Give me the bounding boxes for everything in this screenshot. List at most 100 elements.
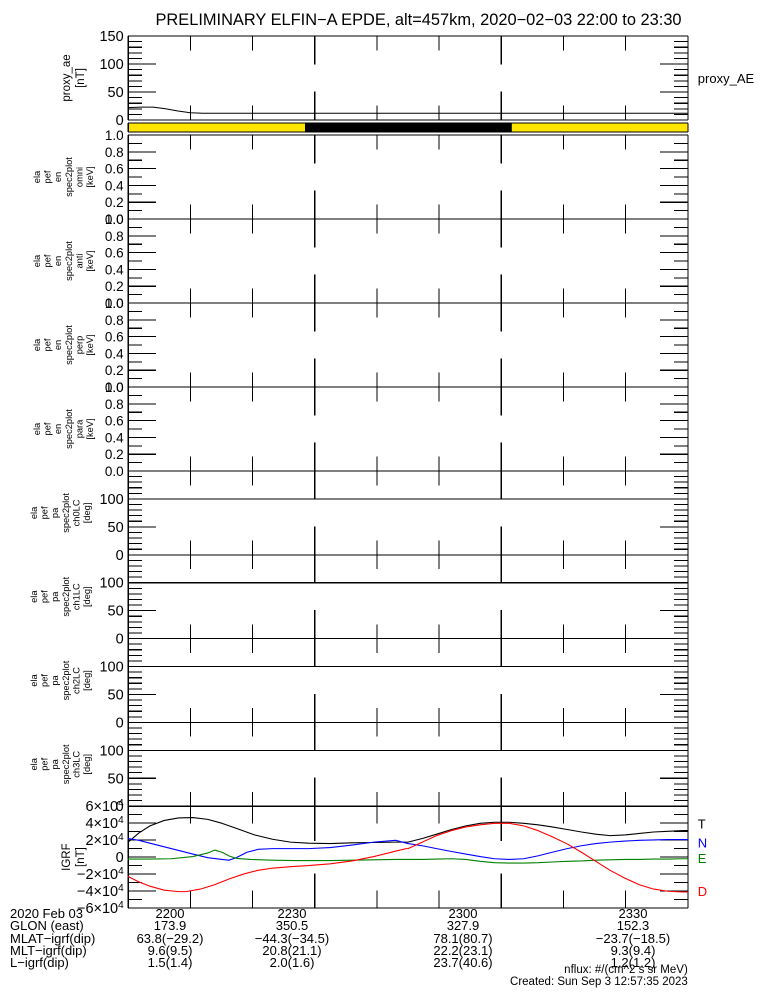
svg-text:[deg]: [deg] (82, 586, 92, 607)
svg-text:pef: pef (40, 674, 50, 687)
svg-text:spec2plot: spec2plot (61, 744, 71, 784)
svg-text:ch1LC: ch1LC (71, 583, 81, 610)
svg-text:pa: pa (50, 507, 60, 518)
svg-text:E: E (698, 851, 707, 866)
svg-text:spec2plot: spec2plot (61, 493, 71, 533)
svg-text:1.0: 1.0 (105, 128, 124, 143)
svg-text:[deg]: [deg] (82, 670, 92, 691)
svg-text:ch2LC: ch2LC (71, 667, 81, 694)
svg-text:en: en (53, 256, 63, 266)
svg-text:pef: pef (40, 590, 50, 603)
svg-text:0.2: 0.2 (105, 279, 124, 294)
svg-text:0.0: 0.0 (105, 464, 124, 479)
svg-text:spec2plot: spec2plot (64, 157, 74, 197)
svg-text:0.8: 0.8 (105, 145, 124, 160)
svg-text:spec2plot: spec2plot (64, 409, 74, 449)
svg-text:pef: pef (43, 170, 53, 183)
svg-text:ela: ela (32, 170, 42, 183)
svg-text:100: 100 (99, 576, 123, 592)
svg-text:[deg]: [deg] (82, 754, 92, 775)
svg-text:[keV]: [keV] (85, 334, 95, 355)
svg-text:perp: perp (74, 336, 84, 355)
svg-text:anti: anti (74, 254, 84, 269)
svg-text:0.4: 0.4 (105, 430, 124, 445)
svg-text:0.8: 0.8 (105, 313, 124, 328)
svg-text:pef: pef (43, 254, 53, 267)
svg-text:100: 100 (99, 492, 123, 508)
svg-text:spec2plot: spec2plot (64, 241, 74, 281)
svg-text:0.2: 0.2 (105, 363, 124, 378)
svg-text:0.8: 0.8 (105, 229, 124, 244)
svg-text:1.5(1.4): 1.5(1.4) (148, 955, 193, 970)
svg-text:50: 50 (108, 604, 124, 620)
svg-text:0: 0 (116, 548, 124, 564)
svg-text:N: N (698, 836, 707, 851)
svg-text:50: 50 (108, 520, 124, 536)
svg-text:D: D (698, 884, 707, 899)
svg-text:0.6: 0.6 (105, 162, 124, 177)
svg-text:0.4: 0.4 (105, 178, 124, 193)
svg-text:ela: ela (32, 338, 42, 351)
svg-text:100: 100 (99, 57, 123, 73)
svg-text:0.6: 0.6 (105, 414, 124, 429)
svg-text:0.4: 0.4 (105, 262, 124, 277)
svg-text:50: 50 (108, 771, 124, 787)
svg-text:Created: Sun Sep 3 12:57:35 2: Created: Sun Sep 3 12:57:35 2023 (510, 976, 688, 988)
svg-text:0: 0 (116, 632, 124, 648)
svg-text:pef: pef (40, 757, 50, 770)
svg-text:proxy_ae: proxy_ae (61, 54, 73, 101)
svg-text:proxy_AE: proxy_AE (698, 71, 755, 86)
svg-text:[keV]: [keV] (85, 166, 95, 187)
svg-text:0: 0 (116, 850, 124, 866)
svg-text:−4×104: −4×104 (77, 883, 124, 901)
svg-text:pa: pa (50, 591, 60, 602)
svg-text:pef: pef (43, 338, 53, 351)
svg-text:pef: pef (43, 422, 53, 435)
svg-text:0: 0 (116, 113, 124, 129)
svg-text:L−igrf(dip): L−igrf(dip) (10, 955, 69, 970)
svg-text:en: en (53, 172, 63, 182)
svg-text:ela: ela (29, 673, 39, 686)
svg-text:100: 100 (99, 660, 123, 676)
svg-text:pa: pa (50, 758, 60, 769)
svg-text:[nT]: [nT] (75, 847, 87, 867)
svg-text:ch3LC: ch3LC (71, 751, 81, 778)
svg-text:ela: ela (29, 757, 39, 770)
svg-text:spec2plot: spec2plot (64, 325, 74, 365)
svg-text:1.0: 1.0 (105, 380, 124, 395)
svg-text:0.6: 0.6 (105, 330, 124, 345)
svg-text:pa: pa (50, 675, 60, 686)
svg-text:spec2plot: spec2plot (61, 576, 71, 616)
svg-text:[keV]: [keV] (85, 250, 95, 271)
svg-text:spec2plot: spec2plot (61, 660, 71, 700)
svg-text:T: T (698, 817, 706, 832)
svg-text:ela: ela (32, 254, 42, 267)
svg-text:0.8: 0.8 (105, 397, 124, 412)
svg-text:0.6: 0.6 (105, 246, 124, 261)
svg-text:0.2: 0.2 (105, 195, 124, 210)
svg-text:150: 150 (99, 29, 123, 45)
svg-text:0.4: 0.4 (105, 346, 124, 361)
svg-text:1.0: 1.0 (105, 212, 124, 227)
svg-text:omni: omni (74, 167, 84, 187)
svg-text:50: 50 (108, 85, 124, 101)
svg-text:0: 0 (116, 715, 124, 731)
svg-text:[keV]: [keV] (85, 418, 95, 439)
svg-text:en: en (53, 340, 63, 350)
svg-text:para: para (74, 419, 84, 438)
svg-text:nflux: #/(cm^2 s sr MeV): nflux: #/(cm^2 s sr MeV) (564, 964, 688, 976)
svg-text:PRELIMINARY ELFIN−A EPDE, alt=: PRELIMINARY ELFIN−A EPDE, alt=457km, 202… (156, 11, 682, 29)
svg-text:[nT]: [nT] (75, 68, 87, 88)
svg-text:1.0: 1.0 (105, 296, 124, 311)
svg-text:[deg]: [deg] (82, 503, 92, 524)
svg-text:ch0LC: ch0LC (71, 499, 81, 526)
svg-text:2.0(1.6): 2.0(1.6) (270, 955, 315, 970)
svg-text:ela: ela (32, 422, 42, 435)
svg-text:50: 50 (108, 687, 124, 703)
svg-text:ela: ela (29, 506, 39, 519)
svg-text:IGRF: IGRF (61, 843, 73, 870)
svg-text:en: en (53, 424, 63, 434)
svg-text:−6×104: −6×104 (77, 900, 124, 918)
svg-text:−2×104: −2×104 (77, 866, 124, 884)
svg-text:ela: ela (29, 590, 39, 603)
